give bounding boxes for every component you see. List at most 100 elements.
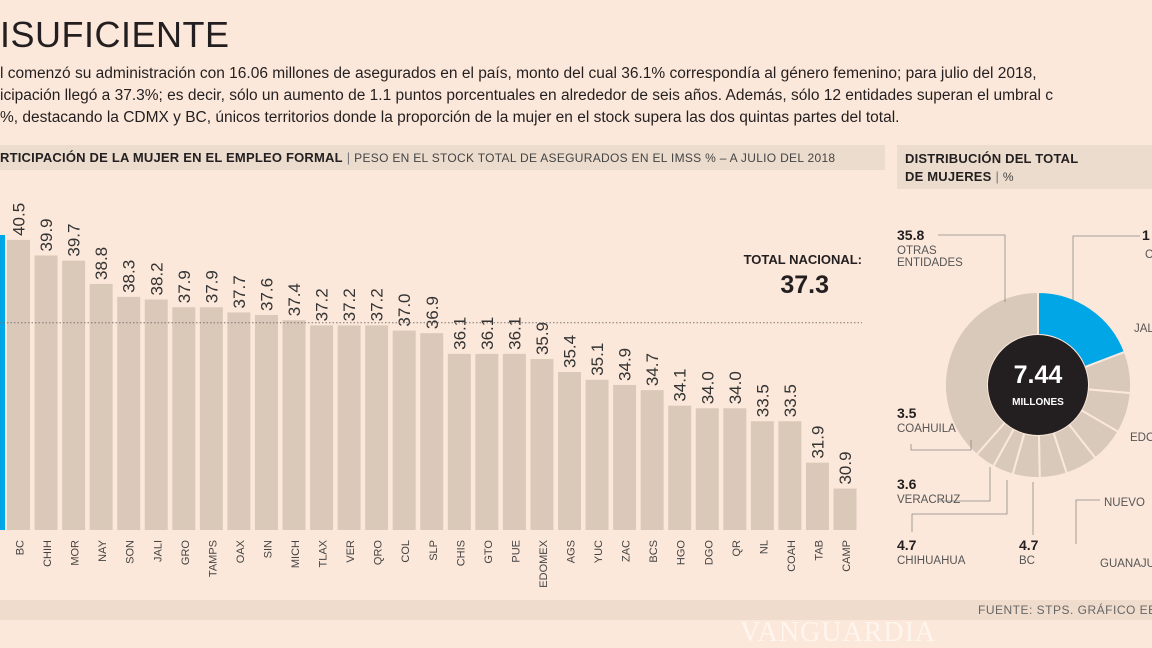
- otras-entidades-label: OTRAS: [897, 245, 937, 257]
- x-tick-label: COAH: [786, 540, 798, 572]
- coahuila-value: 3.5: [897, 405, 917, 421]
- watermark: VANGUARDIA: [740, 617, 937, 648]
- bar-ver: [337, 325, 361, 530]
- donut-center: [988, 335, 1088, 435]
- bar-value-label: 30.9: [836, 451, 855, 484]
- x-tick-label: VER: [345, 540, 357, 563]
- x-tick-label: GRO: [180, 540, 192, 566]
- donut-center-value: 7.44: [1014, 361, 1063, 389]
- donut-header: DISTRIBUCIÓN DEL TOTAL DE MUJERES |%: [905, 151, 1079, 184]
- leader-cdmx: [1072, 235, 1140, 300]
- bar-chis: [447, 353, 471, 530]
- bar-value-label: 37.2: [368, 288, 387, 321]
- bar-tab: [805, 462, 829, 530]
- bar-qr: [723, 408, 747, 530]
- bar-value-label: 34.1: [671, 369, 690, 402]
- bar-bcs: [640, 390, 664, 530]
- bar-value-label: 35.9: [533, 322, 552, 355]
- x-tick-label: TLAX: [318, 539, 330, 567]
- bar-value-label: 36.1: [478, 317, 497, 350]
- bar-chart-header: RTICIPACIÓN DE LA MUJER EN EL EMPLEO FOR…: [0, 150, 836, 165]
- intro-line: l comenzó su administración con 16.06 mi…: [0, 65, 1037, 82]
- bar-tamps: [199, 307, 223, 530]
- x-tick-label: MICH: [290, 540, 302, 568]
- donut-header-band: [897, 145, 1152, 189]
- guanajuato-label: GUANAJU: [1100, 558, 1152, 570]
- bar-chart-title: RTICIPACIÓN DE LA MUJER EN EL EMPLEO FOR…: [0, 150, 343, 165]
- x-tick-label: CHIS: [455, 540, 467, 566]
- bar-zac: [613, 384, 637, 530]
- bar-value-label: 37.9: [175, 270, 194, 303]
- jal-label: JAL: [1134, 323, 1152, 335]
- x-tick-label: CHIH: [42, 540, 54, 567]
- x-tick-label: GTO: [483, 540, 495, 564]
- coahuila-label: COAHUILA: [897, 423, 956, 435]
- leader-otras: [938, 234, 1006, 302]
- intro-text: l comenzó su administración con 16.06 mi…: [0, 63, 1053, 129]
- x-tick-label: YUC: [593, 540, 605, 563]
- bar-value-label: 40.5: [10, 203, 29, 236]
- bar-coah: [778, 421, 802, 530]
- bar-value-label: 33.5: [781, 384, 800, 417]
- x-tick-label: TAMPS: [207, 540, 219, 577]
- x-tick-label: QRO: [373, 540, 385, 566]
- bar-tlax: [310, 325, 334, 530]
- x-tick-label: COL: [400, 540, 412, 563]
- bar-value-label: 37.0: [395, 293, 414, 326]
- x-tick-label: CAMP: [841, 540, 853, 572]
- intro-line: icipación llegó a 37.3%; es decir, sólo …: [0, 87, 1053, 104]
- reference-label: TOTAL NACIONAL:: [744, 252, 862, 267]
- bar-value-label: 36.1: [505, 317, 524, 350]
- bar-jali: [144, 299, 168, 530]
- bar-bc: [7, 239, 30, 531]
- x-tick-label: ZAC: [621, 540, 633, 562]
- bar-sin: [254, 315, 278, 530]
- bar-chart-subtitle: PESO EN EL STOCK TOTAL DE ASEGURADOS EN …: [354, 151, 836, 165]
- x-tick-label: PUE: [510, 540, 522, 563]
- bar-value-label: 33.5: [753, 384, 772, 417]
- bar-value-label: 38.8: [92, 247, 111, 280]
- bar-value-label: 38.2: [147, 262, 166, 295]
- bar-value-label: 34.9: [616, 348, 635, 381]
- leader-chihuahua: [911, 480, 1008, 532]
- x-tick-label: DGO: [703, 540, 715, 566]
- bar-gro: [172, 307, 196, 530]
- bar-mor: [62, 260, 86, 530]
- bar-dgo: [695, 408, 719, 530]
- donut-unit: %: [1002, 170, 1014, 184]
- leader-coahuila: [910, 440, 972, 451]
- bar-son: [117, 296, 141, 530]
- x-tick-label: SIN: [262, 540, 274, 558]
- x-tick-label: MOR: [70, 540, 82, 566]
- chihuahua-label: CHIHUAHUA: [897, 555, 966, 567]
- x-tick-label: NL: [758, 540, 770, 554]
- otras-entidades-label: ENTIDADES: [897, 257, 963, 269]
- x-tick-label: NAY: [97, 539, 109, 561]
- bc-label: BC: [1019, 555, 1035, 567]
- donut-title-line2: DE MUJERES: [905, 169, 992, 184]
- bar-value-label: 37.9: [202, 270, 221, 303]
- x-tick-label: OAX: [235, 539, 247, 563]
- donut-title-line1: DISTRIBUCIÓN DEL TOTAL: [905, 151, 1079, 166]
- source-note: FUENTE: STPS. GRÁFICO EE: STA: [978, 603, 1152, 617]
- bar-mich: [282, 320, 306, 530]
- x-tick-label: SON: [125, 540, 137, 564]
- bar-value-label: 37.2: [313, 288, 332, 321]
- bar-yuc: [585, 379, 609, 530]
- bar-value-label: 37.7: [230, 275, 249, 308]
- bar-value-label: 36.9: [423, 296, 442, 329]
- footer-band: [0, 600, 1152, 620]
- bar-chih: [34, 255, 58, 530]
- bar-camp: [833, 488, 857, 530]
- intro-line: %, destacando la CDMX y BC, únicos terri…: [0, 109, 900, 126]
- bar-gto: [475, 353, 499, 530]
- x-tick-label: HGO: [676, 540, 688, 566]
- x-tick-label: JALI: [152, 540, 164, 562]
- chihuahua-value: 4.7: [897, 537, 917, 553]
- bar-value-label: 35.4: [561, 335, 580, 368]
- bar-nay: [89, 283, 113, 530]
- page-title: ISUFICIENTE: [0, 14, 230, 55]
- bar-value-label: 38.3: [120, 260, 139, 293]
- bar-value-label: 39.7: [65, 224, 84, 257]
- x-tick-label: AGS: [566, 540, 578, 563]
